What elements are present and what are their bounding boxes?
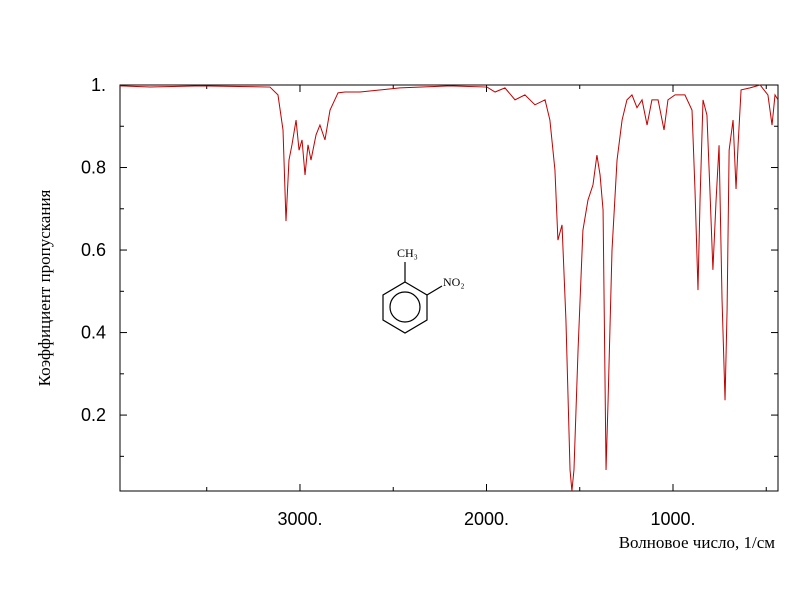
y-tick-label: 0.4 bbox=[81, 323, 106, 343]
y-tick-label: 0.8 bbox=[81, 158, 106, 178]
x-tick-label: 2000. bbox=[464, 509, 509, 529]
molecule bbox=[382, 262, 443, 334]
y-tick-label: 0.2 bbox=[81, 405, 106, 425]
spectrum-line bbox=[119, 84, 779, 492]
molecule-label: NO₂ bbox=[443, 275, 465, 289]
y-axis-label: Коэффициент пропускания bbox=[35, 189, 54, 386]
y-tick-label: 0.6 bbox=[81, 240, 106, 260]
bond bbox=[426, 285, 443, 296]
x-tick-label: 3000. bbox=[277, 509, 322, 529]
x-axis-label: Волновое число, 1/см bbox=[619, 533, 776, 552]
x-tick-label: 1000. bbox=[650, 509, 695, 529]
y-tick-label: 1. bbox=[91, 75, 106, 95]
molecule-label: CH₃ bbox=[397, 246, 418, 260]
plot-frame bbox=[119, 84, 779, 492]
aromatic-circle bbox=[389, 291, 421, 323]
